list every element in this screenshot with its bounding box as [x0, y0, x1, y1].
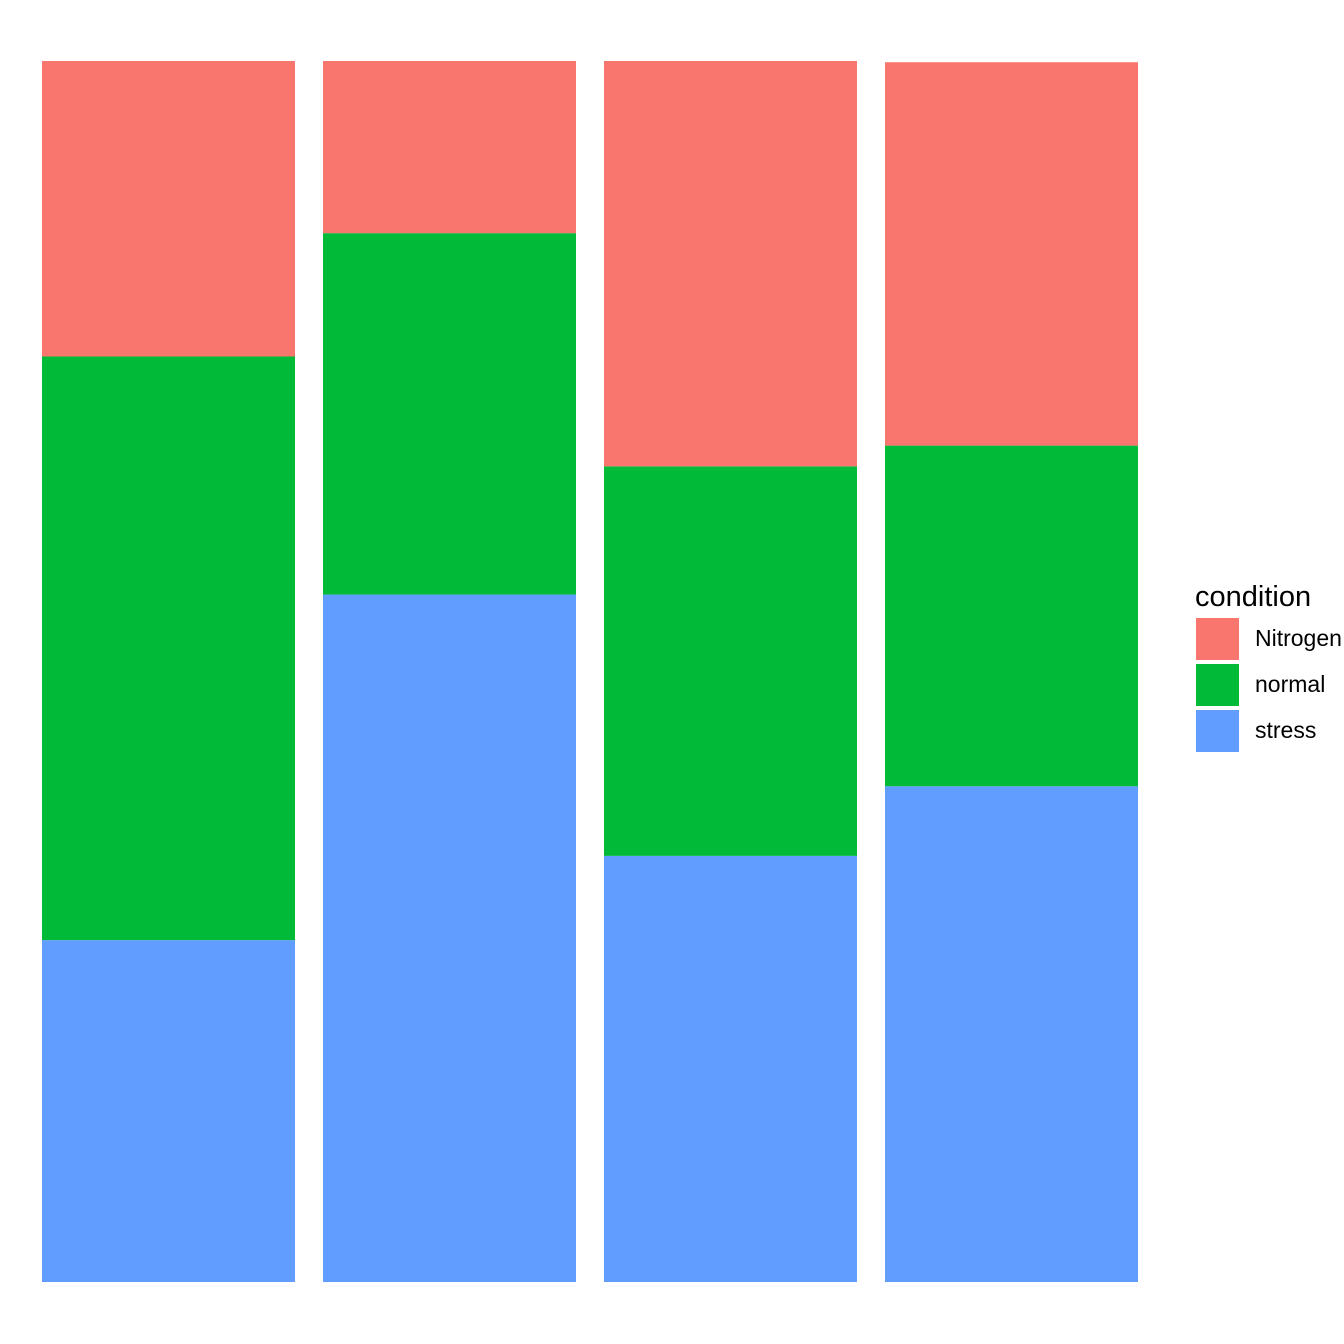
bar-1-nitrogen [42, 61, 295, 357]
legend-key-nitrogen [1196, 618, 1239, 660]
bar-1-stress [42, 940, 295, 1282]
legend-title: condition [1195, 581, 1312, 613]
legend-key-normal [1196, 664, 1239, 706]
bar-2-nitrogen [323, 61, 576, 234]
legend-key-stress [1196, 710, 1239, 752]
bar-4-stress [885, 786, 1138, 1282]
bar-2-stress [323, 594, 576, 1282]
bar-3-normal [604, 466, 857, 856]
legend-item-normal: normal [1195, 664, 1344, 710]
bar-4-nitrogen [885, 62, 1138, 446]
bar-3-nitrogen [604, 61, 857, 467]
bar-1-normal [42, 356, 295, 941]
legend-item-stress: stress [1195, 710, 1344, 756]
legend: condition Nitrogen normal stress [1195, 580, 1344, 756]
bar-4-normal [885, 445, 1138, 787]
bar-2-normal [323, 233, 576, 595]
bar-3-stress [604, 855, 857, 1282]
legend-label-normal: normal [1255, 671, 1326, 697]
legend-label-stress: stress [1255, 717, 1317, 743]
legend-item-nitrogen: Nitrogen [1195, 618, 1344, 664]
legend-label-nitrogen: Nitrogen [1255, 625, 1342, 651]
